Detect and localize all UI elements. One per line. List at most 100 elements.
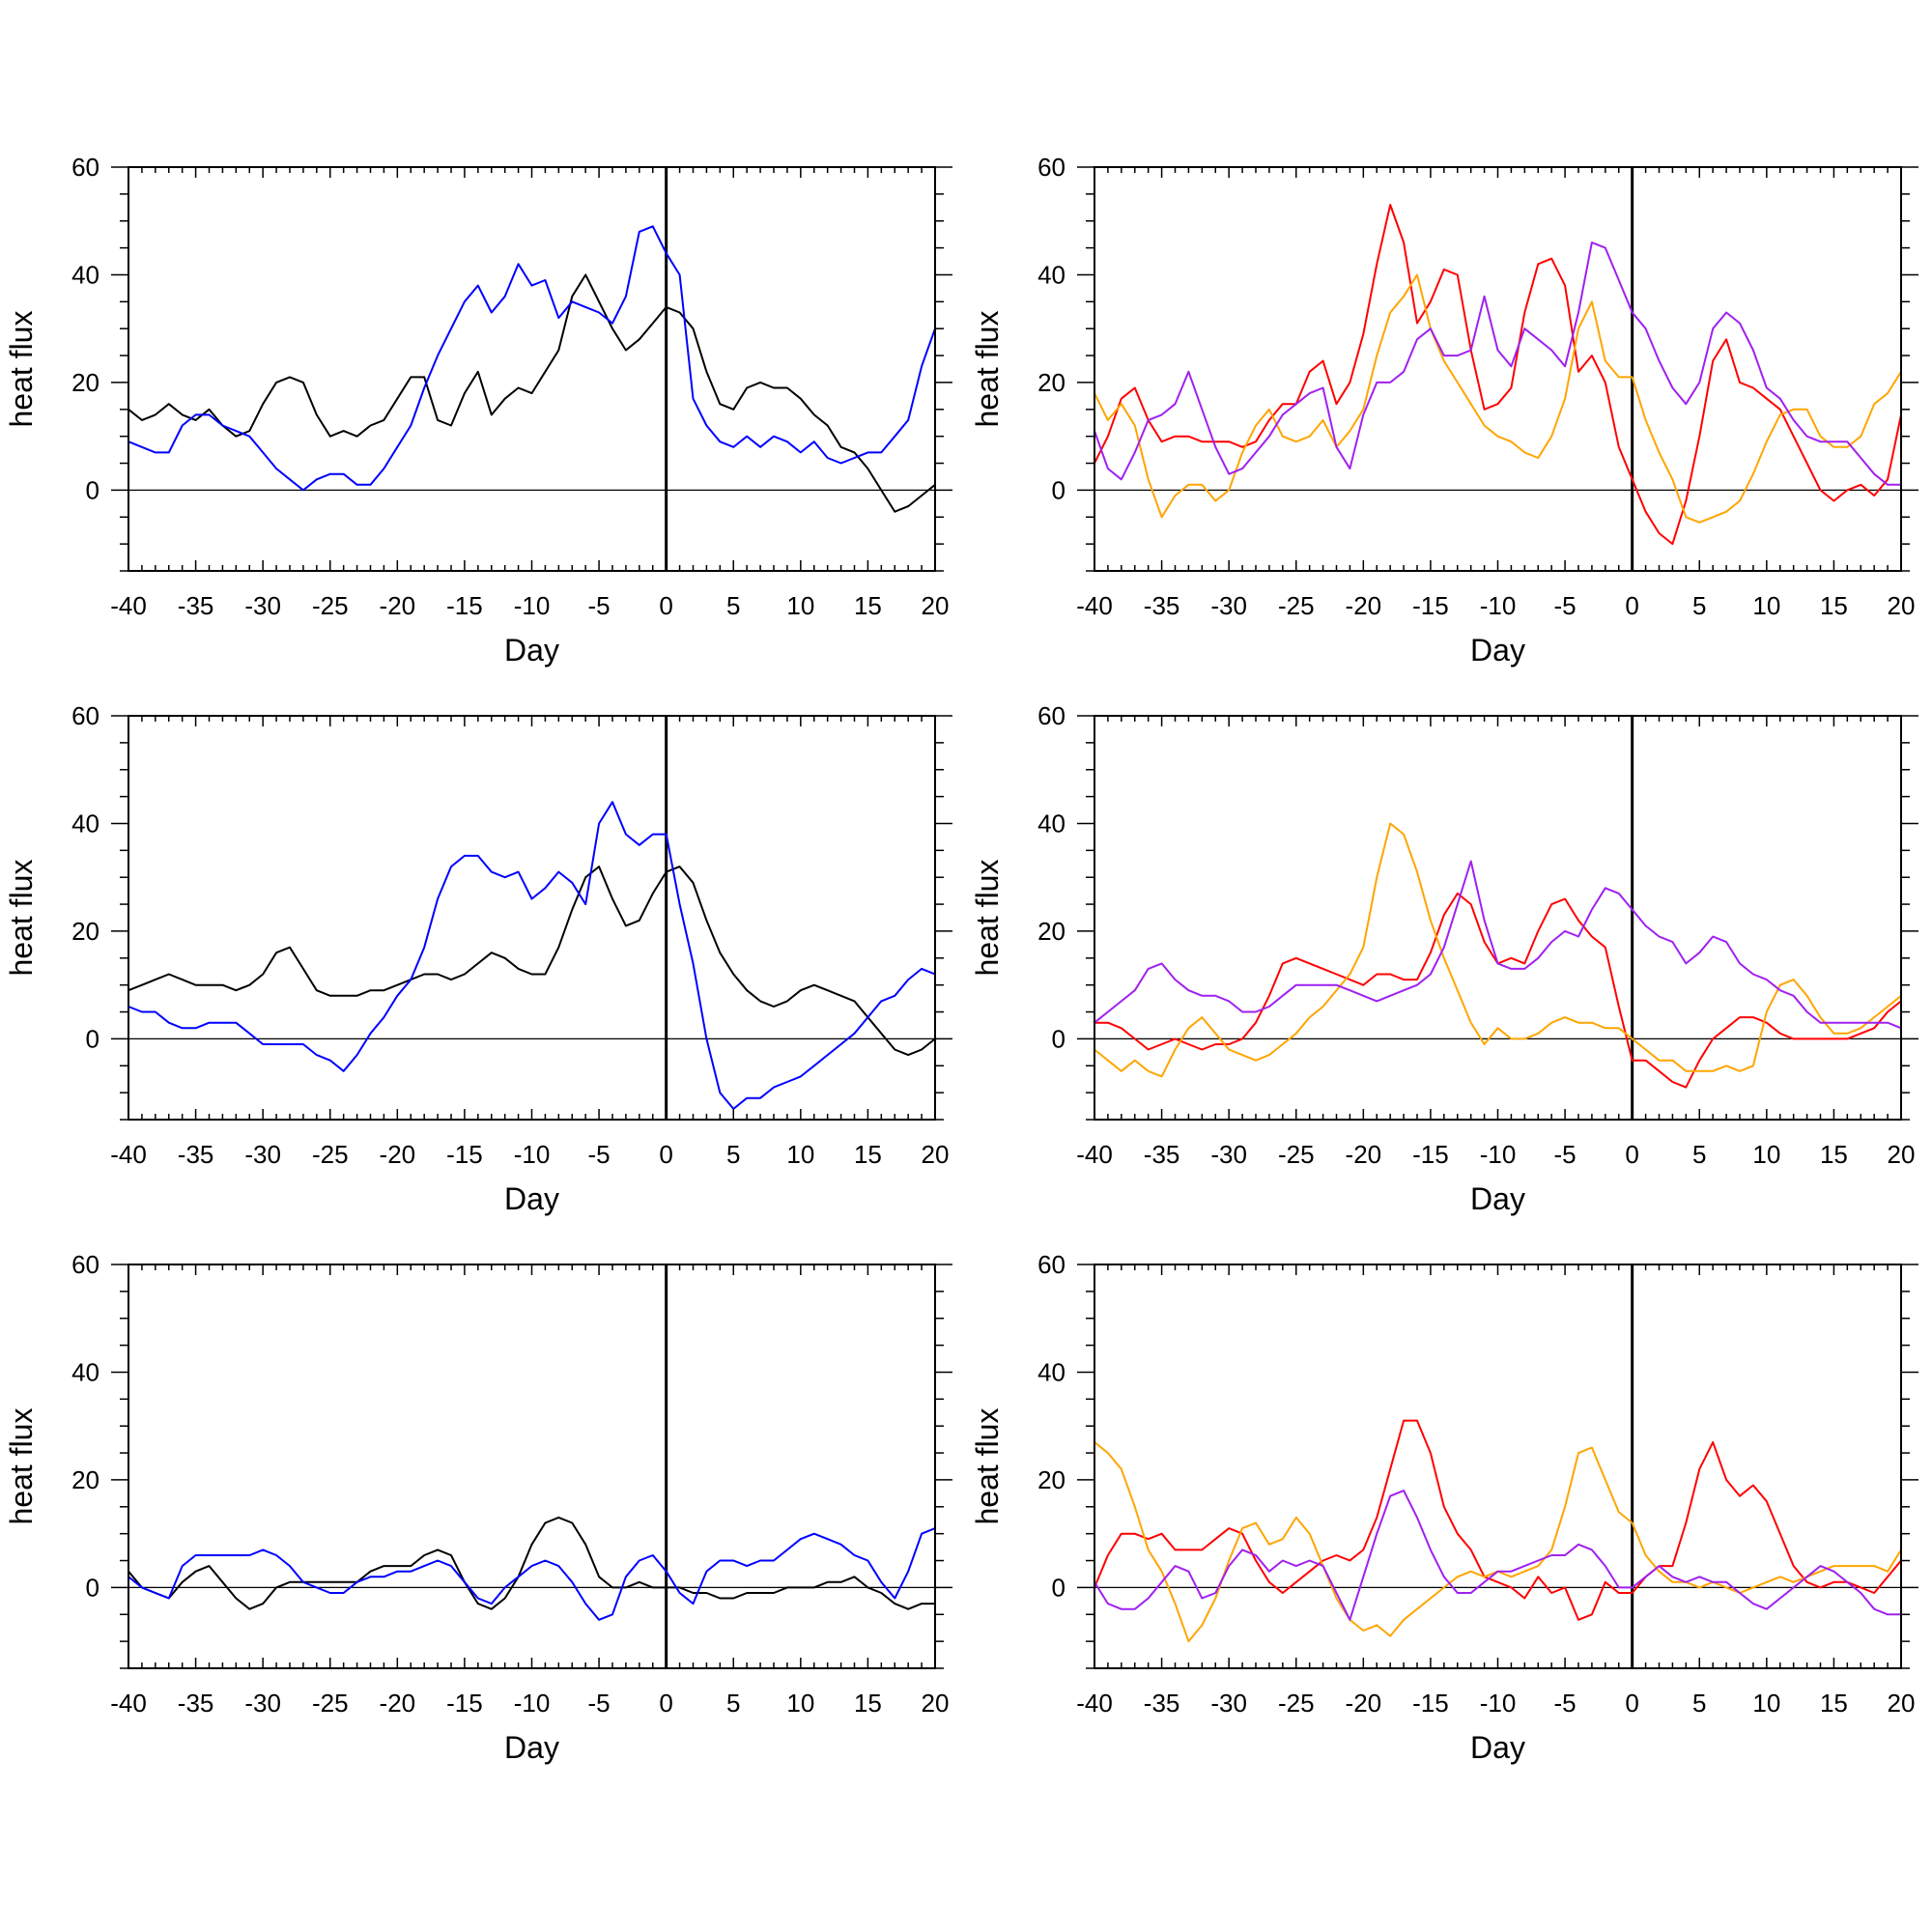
x-tick-label: -40 <box>110 1689 147 1718</box>
y-tick-label: 0 <box>1052 1573 1065 1602</box>
x-tick-label: -15 <box>1412 1689 1449 1718</box>
x-tick-label: -30 <box>244 1140 281 1169</box>
plot-frame <box>128 1264 936 1669</box>
x-tick-label: -20 <box>1346 1689 1382 1718</box>
x-axis-title: Day <box>504 633 559 668</box>
series-line-2 <box>128 801 936 1110</box>
panel-bottom-left: -40 -35 -30 -25 -20 -15 -10 -5 0 5 10 15 20 0 20 40 60 Da… <box>4 1250 952 1765</box>
y-tick-label: 40 <box>1037 1357 1065 1386</box>
y-tick-label: 60 <box>1037 153 1065 182</box>
y-tick-label: 60 <box>1037 1250 1065 1279</box>
x-tick-label: -15 <box>446 591 483 620</box>
plot-frame <box>128 166 936 572</box>
x-tick-label: 0 <box>659 1140 672 1169</box>
x-tick-label: 0 <box>1625 1689 1638 1718</box>
y-axis-title: heat flux <box>970 860 1005 977</box>
x-tick-label: -10 <box>514 591 551 620</box>
x-axis-title: Day <box>1470 1181 1525 1216</box>
x-tick-label: 20 <box>922 1689 950 1718</box>
x-tick-label: 20 <box>1888 1140 1916 1169</box>
y-axis-title: heat flux <box>4 311 39 428</box>
x-tick-label: -25 <box>1278 591 1315 620</box>
x-tick-label: 20 <box>1888 591 1916 620</box>
x-tick-label: 20 <box>1888 1689 1916 1718</box>
x-tick-label: -20 <box>380 1140 416 1169</box>
x-tick-label: 15 <box>1820 1140 1848 1169</box>
x-tick-label: -30 <box>1210 1140 1247 1169</box>
panel-middle-right: -40 -35 -30 -25 -20 -15 -10 -5 0 5 10 15 20 0 20 40 60 Da… <box>970 701 1918 1216</box>
series-line-2 <box>128 225 936 492</box>
x-tick-label: 15 <box>1820 591 1848 620</box>
x-tick-label: 0 <box>659 591 672 620</box>
x-tick-label: -5 <box>1554 591 1577 620</box>
x-tick-label: -25 <box>1278 1689 1315 1718</box>
x-tick-label: -15 <box>446 1140 483 1169</box>
x-tick-label: -5 <box>588 1140 611 1169</box>
y-axis-title: heat flux <box>4 860 39 977</box>
series-line-1 <box>128 866 936 1057</box>
y-tick-label: 20 <box>1037 917 1065 946</box>
x-tick-label: 10 <box>786 591 814 620</box>
y-axis-title: heat flux <box>4 1408 39 1525</box>
y-tick-label: 40 <box>71 809 99 838</box>
x-tick-label: -5 <box>1554 1140 1577 1169</box>
series-line-2 <box>1094 273 1902 524</box>
x-tick-label: -15 <box>1412 591 1449 620</box>
x-tick-label: 5 <box>1692 591 1706 620</box>
series-line-2 <box>1094 822 1902 1078</box>
x-tick-label: -10 <box>1480 1689 1517 1718</box>
panel-bottom-right: -40 -35 -30 -25 -20 -15 -10 -5 0 5 10 15 20 0 20 40 60 Da… <box>970 1250 1918 1765</box>
plot-frame <box>128 715 936 1121</box>
x-tick-label: 10 <box>786 1689 814 1718</box>
y-tick-label: 60 <box>71 1250 99 1279</box>
y-tick-label: 60 <box>71 153 99 182</box>
x-tick-label: 15 <box>1820 1689 1848 1718</box>
y-tick-label: 40 <box>1037 809 1065 838</box>
plot-frame <box>1094 715 1902 1121</box>
x-tick-label: 5 <box>726 1140 740 1169</box>
y-tick-label: 0 <box>86 475 99 504</box>
series-line-3 <box>1094 242 1901 486</box>
x-tick-label: -35 <box>1144 1140 1180 1169</box>
x-tick-label: -35 <box>1144 1689 1180 1718</box>
y-tick-label: 20 <box>1037 368 1065 397</box>
x-tick-label: -25 <box>312 1140 349 1169</box>
x-tick-label: -40 <box>1076 1140 1113 1169</box>
series-line-1 <box>128 273 936 513</box>
x-tick-label: -10 <box>514 1140 551 1169</box>
x-tick-label: -40 <box>1076 591 1113 620</box>
x-tick-label: -40 <box>110 591 147 620</box>
x-tick-label: 0 <box>1625 591 1638 620</box>
x-tick-label: -35 <box>178 1140 214 1169</box>
plot-frame <box>1094 166 1902 572</box>
x-tick-label: 0 <box>1625 1140 1638 1169</box>
x-tick-label: -15 <box>1412 1140 1449 1169</box>
x-tick-label: -10 <box>1480 591 1517 620</box>
panel-top-left: -40 -35 -30 -25 -20 -15 -10 -5 0 5 10 15 20 0 20 40 60 Da… <box>4 153 952 668</box>
x-tick-label: -30 <box>1210 1689 1247 1718</box>
x-tick-label: 10 <box>1752 591 1780 620</box>
x-tick-label: 15 <box>854 1689 882 1718</box>
x-tick-label: -25 <box>312 591 349 620</box>
y-tick-label: 40 <box>71 260 99 289</box>
x-tick-label: 10 <box>786 1140 814 1169</box>
y-tick-label: 0 <box>86 1573 99 1602</box>
x-tick-label: 20 <box>922 591 950 620</box>
x-tick-label: 10 <box>1752 1689 1780 1718</box>
y-tick-label: 0 <box>1052 1024 1065 1053</box>
x-tick-label: -5 <box>588 1689 611 1718</box>
x-tick-label: -25 <box>1278 1140 1315 1169</box>
y-tick-label: 40 <box>1037 260 1065 289</box>
x-axis-title: Day <box>504 1730 559 1765</box>
x-tick-label: -25 <box>312 1689 349 1718</box>
x-axis-title: Day <box>504 1181 559 1216</box>
y-tick-label: 40 <box>71 1357 99 1386</box>
x-tick-label: -15 <box>446 1689 483 1718</box>
plot-frame <box>1094 1264 1902 1669</box>
x-tick-label: 5 <box>1692 1140 1706 1169</box>
y-tick-label: 0 <box>1052 475 1065 504</box>
y-tick-label: 20 <box>71 1465 99 1494</box>
x-tick-label: -30 <box>1210 591 1247 620</box>
x-tick-label: 15 <box>854 1140 882 1169</box>
